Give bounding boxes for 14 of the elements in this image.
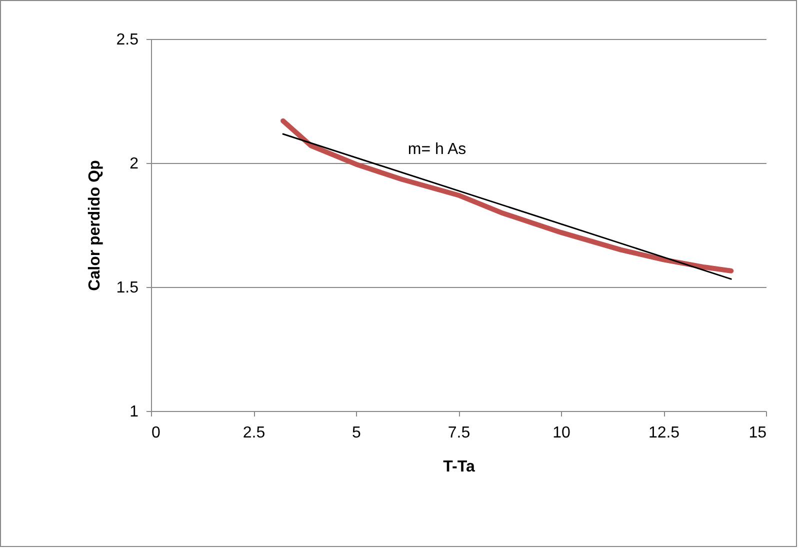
x-tick-label: 0 [152, 424, 160, 442]
x-tick-label: 5 [352, 424, 362, 442]
x-axis-title: T-Ta [443, 458, 475, 476]
y-axis-title: Calor perdido Qp [86, 160, 104, 291]
y-tick-label: 1.5 [116, 280, 139, 296]
x-tick-label: 2.5 [242, 424, 266, 442]
x-tick-label: 10 [552, 424, 570, 442]
y-tick-label: 2 [130, 156, 139, 172]
x-tick-label: 7.5 [448, 424, 470, 442]
annotation: m= h As [408, 141, 466, 158]
y-tick-label: 2.5 [116, 32, 139, 48]
x-tick-label: 12.5 [648, 424, 680, 442]
x-tick-label: 15 [748, 424, 767, 442]
y-tick-label: 1 [130, 404, 139, 420]
